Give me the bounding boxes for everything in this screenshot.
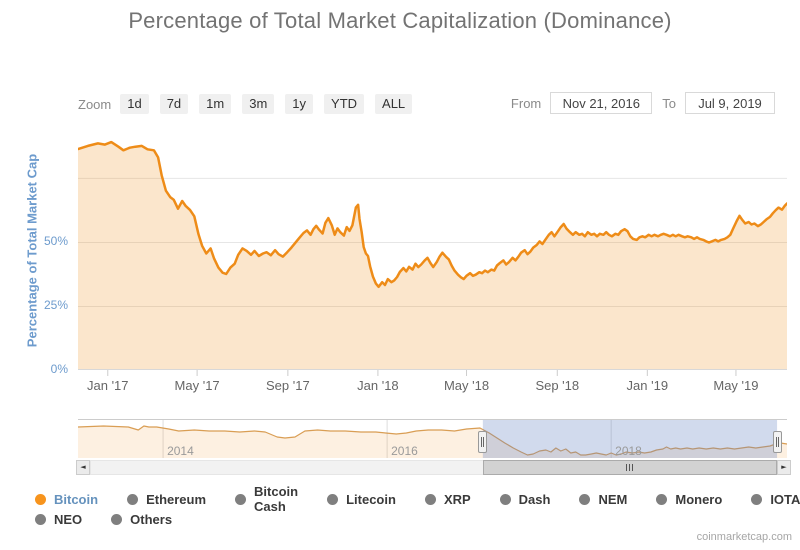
legend-label: Bitcoin bbox=[54, 491, 99, 507]
legend-label: Litecoin bbox=[346, 491, 396, 507]
x-tick-label: Sep '17 bbox=[266, 378, 310, 393]
legend-dot-icon bbox=[111, 513, 123, 525]
x-tick-label: Jan '19 bbox=[626, 378, 669, 393]
zoom-button-1d[interactable]: 1d bbox=[120, 94, 149, 114]
legend-item-others[interactable]: Others bbox=[111, 512, 172, 527]
legend-item-bitcoin[interactable]: Bitcoin bbox=[35, 492, 98, 507]
scrollbar-thumb[interactable] bbox=[482, 460, 778, 475]
zoom-button-group: 1d 7d 1m 3m 1y YTD ALL bbox=[120, 94, 423, 114]
legend-row: Bitcoin Ethereum Bitcoin Cash Litecoin XRP Da… bbox=[35, 484, 800, 514]
scrollbar-right-arrow-icon[interactable]: ► bbox=[777, 460, 791, 475]
legend-dot-icon bbox=[751, 493, 763, 505]
legend-item-litecoin[interactable]: Litecoin bbox=[327, 492, 396, 507]
y-axis-title: Percentage of Total Market Cap bbox=[24, 153, 40, 348]
x-tick-label: Jan '17 bbox=[87, 378, 129, 393]
zoom-button-7d[interactable]: 7d bbox=[159, 94, 189, 114]
x-tick-label: May '18 bbox=[443, 378, 490, 393]
legend-dot-icon bbox=[35, 493, 46, 505]
legend-item-bitcoin-cash[interactable]: Bitcoin Cash bbox=[235, 484, 298, 514]
legend-item-dash[interactable]: Dash bbox=[499, 491, 551, 507]
legend-item-nem[interactable]: NEM bbox=[579, 492, 627, 507]
legend-label: Bitcoin Cash bbox=[254, 484, 299, 514]
zoom-controls: Zoom 1d 7d 1m 3m 1y YTD ALL bbox=[78, 94, 423, 114]
legend-label: NEO bbox=[54, 511, 83, 527]
legend-label: Monero bbox=[675, 491, 723, 507]
scrollbar-left-arrow-icon[interactable]: ◄ bbox=[76, 460, 90, 475]
zoom-button-1y[interactable]: 1y bbox=[285, 94, 314, 114]
legend-item-xrp[interactable]: XRP bbox=[424, 491, 471, 507]
x-tick-label: May '17 bbox=[174, 378, 220, 393]
legend-dot-icon bbox=[499, 493, 511, 505]
y-tick-label: 0% bbox=[50, 362, 68, 376]
zoom-button-all[interactable]: ALL bbox=[375, 94, 413, 114]
date-range-controls: From To bbox=[511, 92, 775, 114]
navigator[interactable] bbox=[78, 419, 787, 458]
legend-label: Others bbox=[130, 511, 173, 527]
legend-dot-icon bbox=[327, 493, 339, 505]
legend-item-neo[interactable]: NEO bbox=[35, 512, 82, 527]
legend: Bitcoin Ethereum Bitcoin Cash Litecoin XRP Da… bbox=[35, 484, 800, 529]
zoom-label: Zoom bbox=[78, 96, 112, 112]
legend-label: Dash bbox=[518, 491, 551, 507]
x-tick-label: Jan '18 bbox=[357, 378, 399, 393]
zoom-button-3m[interactable]: 3m bbox=[242, 94, 275, 114]
legend-dot-icon bbox=[579, 493, 591, 505]
legend-label: NEM bbox=[598, 491, 628, 507]
main-plot bbox=[78, 140, 787, 376]
legend-dot-icon bbox=[424, 493, 436, 505]
legend-dot-icon bbox=[656, 493, 668, 505]
zoom-button-1m[interactable]: 1m bbox=[199, 94, 232, 114]
from-label: From bbox=[510, 95, 542, 111]
legend-label: XRP bbox=[443, 491, 471, 507]
from-date-input[interactable] bbox=[550, 92, 653, 114]
legend-dot-icon bbox=[35, 513, 46, 525]
legend-label: Ethereum bbox=[146, 491, 207, 507]
to-date-input[interactable] bbox=[685, 92, 775, 114]
navigator-year-label: 2016 bbox=[391, 444, 418, 458]
zoom-button-ytd[interactable]: YTD bbox=[324, 94, 365, 114]
legend-item-iota[interactable]: IOTA bbox=[751, 492, 800, 507]
y-tick-label: 50% bbox=[43, 233, 68, 248]
legend-item-monero[interactable]: Monero bbox=[656, 492, 722, 507]
legend-row: NEO Others bbox=[35, 509, 787, 529]
legend-dot-icon bbox=[235, 493, 247, 505]
to-label: To bbox=[662, 95, 676, 111]
legend-item-ethereum[interactable]: Ethereum bbox=[127, 492, 206, 507]
legend-dot-icon bbox=[127, 493, 139, 505]
navigator-left-handle[interactable] bbox=[478, 431, 488, 453]
x-tick-label: Sep '18 bbox=[535, 378, 580, 393]
watermark: coinmarketcap.com bbox=[696, 531, 792, 543]
x-tick-label: May '19 bbox=[713, 378, 759, 393]
y-tick-label: 25% bbox=[43, 297, 68, 312]
legend-label: IOTA bbox=[770, 491, 800, 507]
navigator-year-label: 2014 bbox=[167, 444, 194, 458]
navigator-right-handle[interactable] bbox=[772, 431, 782, 453]
navigator-year-label: 2018 bbox=[615, 444, 642, 458]
chart-title: Percentage of Total Market Capitalizatio… bbox=[128, 8, 672, 33]
